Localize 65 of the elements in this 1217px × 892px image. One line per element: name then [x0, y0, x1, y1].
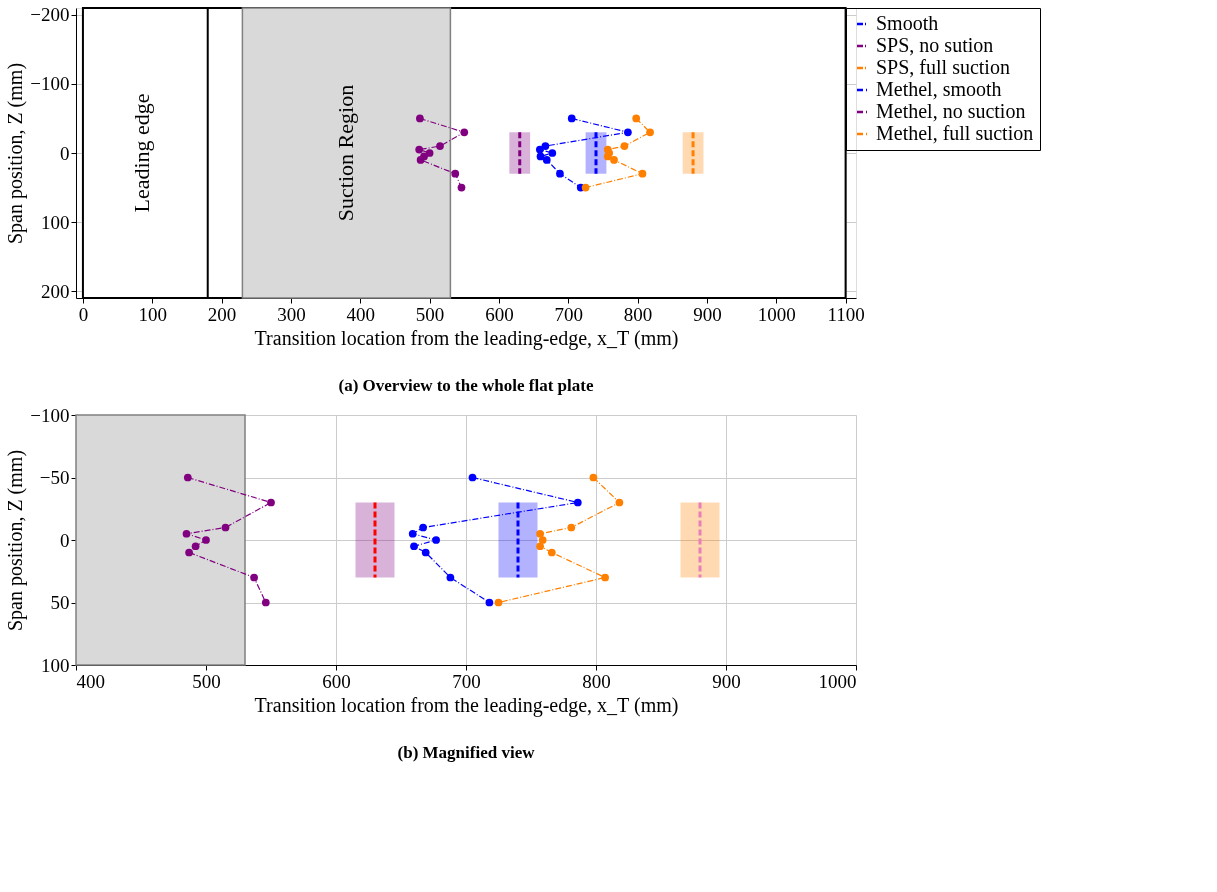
point — [581, 183, 590, 192]
x-tick-label: 700 — [554, 303, 584, 325]
y-axis-title: Span position, Z (mm) — [4, 62, 28, 245]
x-tick-label: 500 — [192, 670, 221, 692]
x-tick-label: 600 — [322, 670, 351, 692]
x-tick-label: 300 — [277, 303, 306, 325]
point — [536, 152, 545, 161]
point — [624, 128, 632, 137]
x-tick-label: 1000 — [818, 670, 857, 692]
text: (a) Overview to the whole flat plate — [338, 376, 594, 395]
point — [556, 169, 564, 178]
point — [457, 183, 466, 192]
legend-label: SPS, no sution — [876, 34, 994, 56]
y-tick-label: −50 — [39, 467, 70, 488]
legend-label: Methel, full suction — [876, 122, 1034, 144]
point — [646, 128, 654, 137]
point — [638, 169, 647, 178]
y-tick-label: 200 — [41, 280, 70, 302]
point — [415, 145, 424, 154]
point — [620, 142, 629, 150]
x-tick-label: 900 — [693, 303, 722, 325]
y-tick-label: −100 — [30, 73, 70, 95]
x-tick-label: 400 — [76, 670, 105, 692]
y-tick-label: 0 — [60, 142, 70, 164]
x-tick-label: 500 — [415, 303, 445, 325]
x-axis-title: Transition location from the leading-edge, x_T (mm) — [254, 693, 679, 717]
x-tick-label: 700 — [452, 670, 481, 692]
point — [451, 169, 460, 178]
point — [632, 114, 641, 123]
x-tick-label: 200 — [207, 303, 237, 325]
y-tick-label: −200 — [30, 4, 70, 26]
x-tick-label: 600 — [485, 303, 514, 325]
point — [548, 149, 557, 157]
point — [542, 156, 551, 164]
point — [460, 128, 469, 137]
point — [425, 149, 434, 157]
point — [436, 142, 444, 150]
band-label: Suction Region — [333, 84, 359, 222]
y-tick-label: 0 — [60, 529, 70, 551]
x-tick-label: 100 — [138, 303, 168, 325]
point — [535, 145, 544, 154]
x-tick-label: 400 — [346, 303, 376, 325]
point — [567, 114, 576, 123]
legend-label: SPS, full suction — [876, 56, 1010, 78]
y-tick-label: 100 — [41, 211, 70, 233]
point — [416, 114, 424, 123]
y-tick-label: 100 — [41, 654, 70, 676]
point — [610, 156, 618, 164]
y-tick-label: −100 — [30, 404, 70, 426]
legend-label: Methel, no suction — [876, 100, 1026, 122]
y-axis-title: Span position, Z (mm) — [4, 449, 28, 632]
x-tick-label: 0 — [78, 303, 89, 325]
x-tick-label: 1000 — [757, 303, 796, 325]
x-tick-label: 800 — [582, 670, 611, 692]
legend-label: Smooth — [876, 12, 939, 34]
y-tick-label: 50 — [50, 592, 70, 613]
point — [603, 152, 612, 161]
x-tick-label: 900 — [712, 670, 741, 692]
x-axis-title: Transition location from the leading-edge, x_T (mm) — [254, 326, 679, 350]
text: (b) Magnified view — [397, 743, 536, 762]
x-tick-label: 1100 — [827, 303, 865, 325]
ref-line-label: Leading edge — [128, 93, 154, 213]
point — [416, 156, 425, 164]
x-tick-label: 800 — [623, 303, 653, 325]
legend-label: Methel, smooth — [876, 78, 1002, 100]
